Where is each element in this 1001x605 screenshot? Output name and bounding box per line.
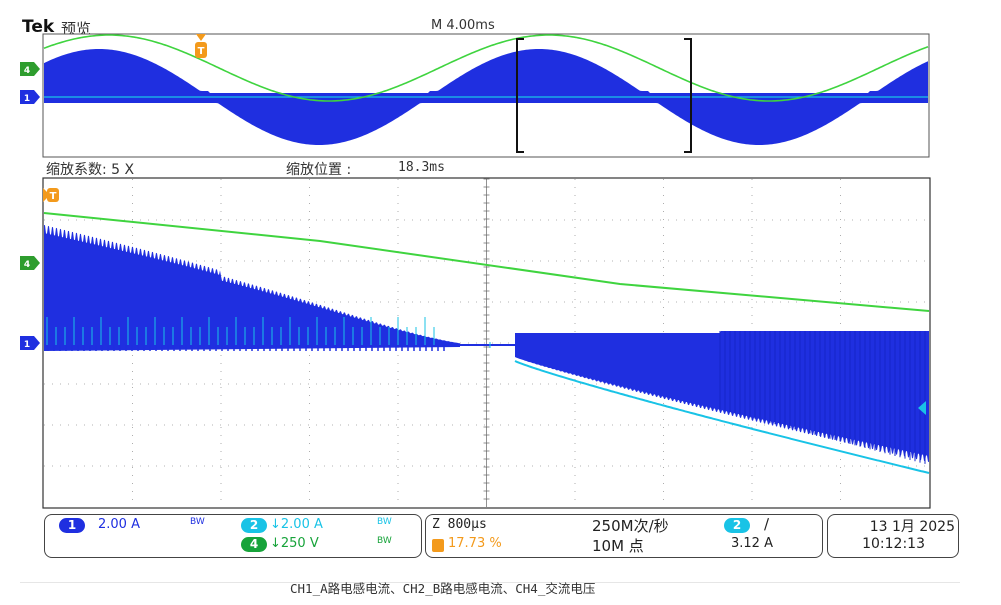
sample-rate: 250M次/秒 bbox=[592, 517, 669, 535]
ch1-scale: 2.00 A bbox=[98, 517, 140, 532]
zoom-bracket-right bbox=[684, 38, 692, 153]
ch4-bandwidth-icon: BW bbox=[377, 536, 392, 546]
zoom-factor-label: 缩放系数: 5 X bbox=[46, 162, 135, 178]
ch2-offscreen-marker-icon bbox=[918, 401, 926, 415]
trigger-slope-icon: ∕ bbox=[764, 515, 770, 533]
ch1-level-marker-icon: 1 bbox=[20, 336, 40, 350]
trigger-position-icon bbox=[432, 539, 444, 552]
svg-text:1: 1 bbox=[24, 340, 30, 350]
ch1-bandwidth-icon: BW bbox=[190, 517, 205, 527]
horizontal-trigger-box[interactable]: Z 800µs 17.73 % 250M次/秒 10M 点 2 ∕ 3.12 A bbox=[425, 514, 823, 558]
main-waveform-panel[interactable]: T 4 1 bbox=[20, 176, 932, 512]
trigger-marker-icon: T bbox=[195, 34, 207, 58]
overview-panel[interactable]: T 4 1 bbox=[20, 30, 932, 160]
ch4-badge[interactable]: 4 bbox=[241, 537, 267, 552]
record-length: 10M 点 bbox=[592, 537, 644, 555]
timebase-label: M 4.00ms bbox=[431, 18, 495, 33]
ch4-level-marker-icon: 4 bbox=[20, 256, 40, 270]
ch1-level-marker-icon: 1 bbox=[20, 90, 40, 104]
datetime-box: 13 1月 2025 10:12:13 bbox=[827, 514, 959, 558]
ch4-scale: ↓250 V bbox=[270, 536, 319, 551]
brand-logo: Tek bbox=[22, 17, 55, 37]
time-display: 10:12:13 bbox=[862, 536, 925, 552]
svg-text:4: 4 bbox=[24, 260, 30, 270]
date-display: 13 1月 2025 bbox=[869, 519, 955, 535]
trigger-position-value: 17.73 % bbox=[448, 536, 502, 551]
caption-divider bbox=[20, 582, 960, 583]
zoom-bracket-left bbox=[516, 38, 524, 153]
ch2-badge[interactable]: 2 bbox=[241, 518, 267, 533]
trigger-level: 3.12 A bbox=[731, 536, 773, 551]
ch1-badge[interactable]: 1 bbox=[59, 518, 85, 533]
svg-text:1: 1 bbox=[24, 94, 30, 104]
zoom-position-value: 18.3ms bbox=[398, 160, 445, 175]
svg-text:T: T bbox=[50, 191, 57, 202]
zoom-horizontal-scale: Z 800µs bbox=[432, 517, 487, 532]
trigger-source-badge[interactable]: 2 bbox=[724, 518, 750, 533]
vertical-settings-box[interactable]: 1 2.00 A BW 2 ↓2.00 A BW 4 ↓250 V BW bbox=[44, 514, 422, 558]
ch2-scale: ↓2.00 A bbox=[270, 517, 323, 532]
zoom-position-label: 缩放位置 : bbox=[286, 162, 352, 178]
svg-text:4: 4 bbox=[24, 66, 30, 76]
svg-text:T: T bbox=[198, 46, 205, 57]
ch2-bandwidth-icon: BW bbox=[377, 517, 392, 527]
trigger-position-marker-icon: T bbox=[43, 188, 59, 202]
figure-caption: CH1_A路电感电流、CH2_B路电感电流、CH4_交流电压 bbox=[290, 581, 596, 596]
ch4-level-marker-icon: 4 bbox=[20, 62, 40, 76]
